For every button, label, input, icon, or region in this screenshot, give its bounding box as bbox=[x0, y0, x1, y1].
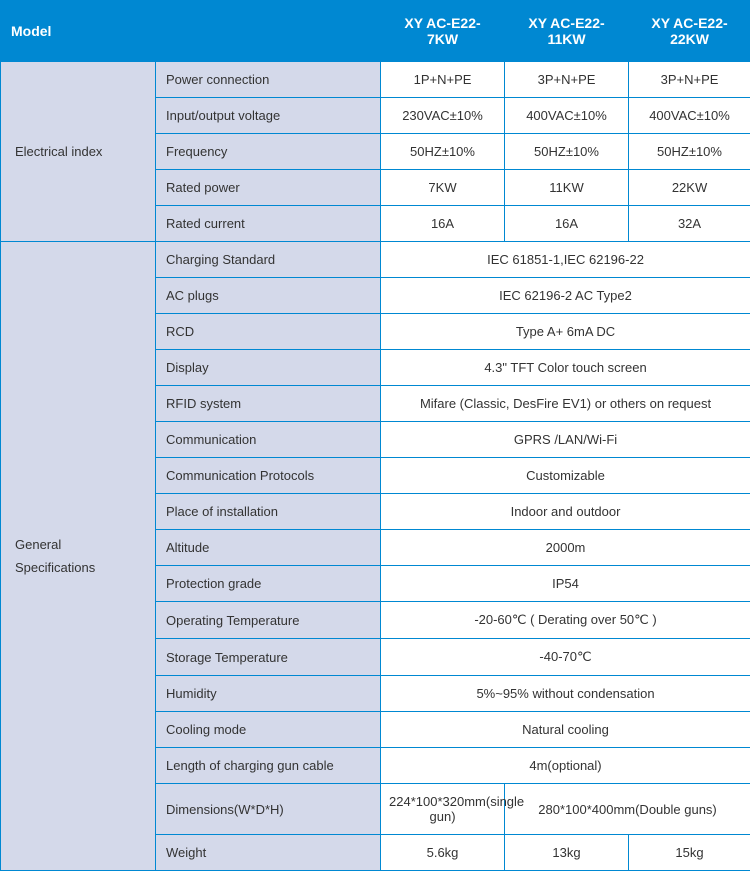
row-value: Natural cooling bbox=[381, 712, 750, 748]
row-value: 32A bbox=[629, 206, 750, 242]
row-label: Storage Temperature bbox=[156, 639, 381, 676]
row-value: GPRS /LAN/Wi-Fi bbox=[381, 422, 750, 458]
category-electrical: Electrical index bbox=[1, 62, 156, 242]
row-label: Altitude bbox=[156, 530, 381, 566]
row-label: Rated power bbox=[156, 170, 381, 206]
row-value: 3P+N+PE bbox=[505, 62, 629, 98]
row-value: 16A bbox=[505, 206, 629, 242]
row-value: 5%~95% without condensation bbox=[381, 676, 750, 712]
row-label: Communication bbox=[156, 422, 381, 458]
row-value: 400VAC±10% bbox=[505, 98, 629, 134]
header-model-2: XY AC-E22-11KW bbox=[505, 1, 629, 62]
row-value: 16A bbox=[381, 206, 505, 242]
row-label: Frequency bbox=[156, 134, 381, 170]
row-label: Display bbox=[156, 350, 381, 386]
row-value: -40-70℃ bbox=[381, 639, 750, 676]
row-label: Protection grade bbox=[156, 566, 381, 602]
row-value: 50HZ±10% bbox=[505, 134, 629, 170]
row-label: Place of installation bbox=[156, 494, 381, 530]
row-value: IEC 62196-2 AC Type2 bbox=[381, 278, 750, 314]
row-value: 7KW bbox=[381, 170, 505, 206]
row-label: RFID system bbox=[156, 386, 381, 422]
row-value: 11KW bbox=[505, 170, 629, 206]
row-value: 1P+N+PE bbox=[381, 62, 505, 98]
row-label: Weight bbox=[156, 835, 381, 871]
row-label: Input/output voltage bbox=[156, 98, 381, 134]
row-value: Indoor and outdoor bbox=[381, 494, 750, 530]
row-value: IEC 61851-1,IEC 62196-22 bbox=[381, 242, 750, 278]
row-label: Dimensions(W*D*H) bbox=[156, 784, 381, 835]
row-value: 400VAC±10% bbox=[629, 98, 750, 134]
row-label: Length of charging gun cable bbox=[156, 748, 381, 784]
table-row: Electrical index Power connection 1P+N+P… bbox=[1, 62, 750, 98]
row-value: Customizable bbox=[381, 458, 750, 494]
row-label: Operating Temperature bbox=[156, 602, 381, 639]
row-value: 4.3" TFT Color touch screen bbox=[381, 350, 750, 386]
row-label: Cooling mode bbox=[156, 712, 381, 748]
row-value: 230VAC±10% bbox=[381, 98, 505, 134]
row-value: 13kg bbox=[505, 835, 629, 871]
row-value: Mifare (Classic, DesFire EV1) or others … bbox=[381, 386, 750, 422]
table-row: General Specifications Charging Standard… bbox=[1, 242, 750, 278]
category-general: General Specifications bbox=[1, 242, 156, 871]
spec-table: Model XY AC-E22-7KW XY AC-E22-11KW XY AC… bbox=[0, 0, 750, 871]
row-value: IP54 bbox=[381, 566, 750, 602]
row-label: RCD bbox=[156, 314, 381, 350]
row-value: 2000m bbox=[381, 530, 750, 566]
row-label: Humidity bbox=[156, 676, 381, 712]
row-label: Communication Protocols bbox=[156, 458, 381, 494]
row-value: 50HZ±10% bbox=[381, 134, 505, 170]
row-label: Rated current bbox=[156, 206, 381, 242]
row-value: Type A+ 6mA DC bbox=[381, 314, 750, 350]
row-label: Power connection bbox=[156, 62, 381, 98]
row-value: 3P+N+PE bbox=[629, 62, 750, 98]
header-model-3: XY AC-E22-22KW bbox=[629, 1, 750, 62]
row-value: 15kg bbox=[629, 835, 750, 871]
row-value: 280*100*400mm(Double guns) bbox=[505, 784, 750, 835]
header-model-label: Model bbox=[1, 1, 381, 62]
header-row: Model XY AC-E22-7KW XY AC-E22-11KW XY AC… bbox=[1, 1, 750, 62]
row-value: 5.6kg bbox=[381, 835, 505, 871]
row-label: AC plugs bbox=[156, 278, 381, 314]
row-value: 224*100*320mm(single gun) bbox=[381, 784, 505, 835]
row-value: 4m(optional) bbox=[381, 748, 750, 784]
row-value: 22KW bbox=[629, 170, 750, 206]
row-label: Charging Standard bbox=[156, 242, 381, 278]
header-model-1: XY AC-E22-7KW bbox=[381, 1, 505, 62]
row-value: 50HZ±10% bbox=[629, 134, 750, 170]
row-value: -20-60℃ ( Derating over 50℃ ) bbox=[381, 602, 750, 639]
